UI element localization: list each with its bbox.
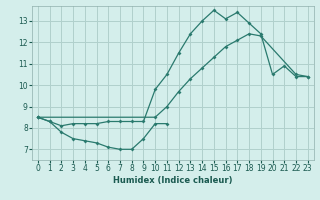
X-axis label: Humidex (Indice chaleur): Humidex (Indice chaleur) <box>113 176 233 185</box>
